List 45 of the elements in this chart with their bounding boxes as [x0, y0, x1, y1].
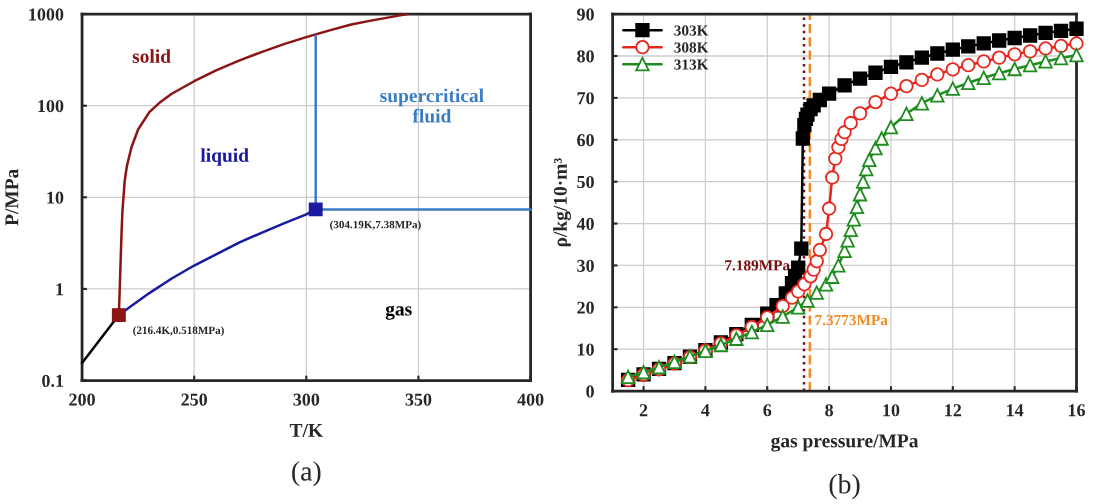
x-tick-label: 400 [517, 393, 544, 406]
x-tick-label: 12 [945, 404, 962, 417]
x-tick-label: 4 [701, 404, 710, 417]
y-tick-label: 80 [577, 50, 594, 63]
x-tick-label: 250 [181, 393, 208, 406]
legend-label: 303K [674, 25, 709, 36]
y-tick-label: 100 [38, 99, 64, 113]
annotation: (304.19K,7.38MPa) [330, 220, 421, 231]
y-axis-title: P/MPa [5, 168, 19, 226]
annotation: (216.4K,0.518MPa) [133, 326, 224, 337]
y-tick-label: 1000 [29, 8, 64, 21]
ref-line-label: 7.189MPa [725, 260, 790, 271]
y-tick-label: 0.1 [42, 374, 64, 388]
ref-line-label: 7.3773MPa [815, 314, 888, 326]
text: (a) [292, 461, 321, 487]
y-tick-label: 30 [577, 259, 594, 272]
y-axis-title: ρ/kg/10·m³ [553, 158, 571, 247]
text: (b) [829, 474, 860, 500]
x-tick-label: 8 [825, 404, 834, 417]
annotation: solid [132, 49, 171, 63]
x-tick-label: 6 [763, 404, 772, 417]
x-tick-label: 350 [405, 393, 432, 406]
y-tick-label: 90 [577, 8, 594, 21]
legend-label: 313K [674, 59, 709, 70]
x-axis-title: T/K [289, 423, 323, 437]
x-tick-label: 14 [1007, 404, 1024, 417]
x-tick-label: 200 [69, 393, 95, 406]
y-tick-label: 60 [577, 134, 594, 147]
y-tick-label: 10 [577, 343, 594, 356]
y-tick-label: 50 [577, 175, 594, 189]
y-tick-label: 1 [56, 283, 64, 296]
annotation: liquid [200, 148, 249, 166]
x-tick-label: 16 [1068, 404, 1085, 417]
y-tick-label: 10 [47, 191, 64, 204]
x-tick-label: 300 [293, 393, 320, 406]
y-tick-label: 0 [586, 385, 594, 398]
y-tick-label: 20 [577, 301, 594, 314]
annotation: supercritical fluid [380, 88, 484, 123]
x-tick-label: 10 [883, 404, 900, 417]
x-tick-label: 2 [639, 404, 648, 417]
y-tick-label: 40 [576, 217, 594, 230]
legend-label: 308K [674, 42, 709, 53]
y-tick-label: 70 [577, 92, 594, 105]
annotation: gas [385, 305, 412, 320]
x-axis-title: gas pressure/MPa [771, 434, 919, 452]
